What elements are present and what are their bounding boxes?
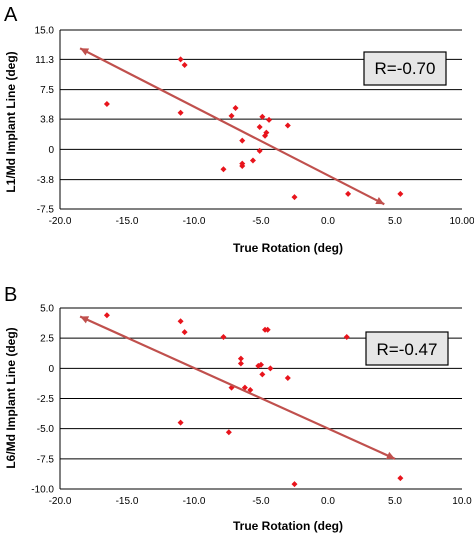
panel-b-y-tick-label: -10.0: [31, 485, 54, 496]
panel-a-data-point: [103, 100, 110, 107]
panel-a-y-tick-label: -3.8: [37, 175, 55, 186]
panel-a-x-tick-label: -20.0: [49, 216, 72, 227]
panel-b-data-point: [267, 365, 274, 372]
panel-b-data-point: [258, 361, 264, 368]
panel-b-y-ticks: 5.0 2.5 0 -2.5 -5.0 -7.5 -10.0: [31, 304, 54, 496]
panel-a-x-tick-label: 0.0: [321, 216, 335, 227]
panel-a-data-point: [249, 157, 256, 164]
panel-b-data-point: [397, 475, 404, 482]
panel-b-letter: B: [4, 284, 17, 306]
panel-b-data-point: [259, 371, 266, 378]
panel-b-x-ticks: -20.0 -15.0 -10.0 -5.0 0.0 5.0 10.0: [49, 496, 473, 507]
panel-b-x-tick-label: -5.0: [252, 496, 270, 507]
panel-a-data-point: [259, 113, 266, 120]
panel-b-trendline: [79, 315, 396, 460]
panel-a-data-point: [220, 166, 227, 173]
panel-a-data-point: [262, 132, 269, 139]
panel-a-data-point: [239, 163, 246, 170]
panel-b-trend-arrowhead-end: [386, 451, 395, 460]
panel-a-y-tick-label: -7.5: [37, 205, 55, 216]
panel-b-y-tick-label: 5.0: [40, 304, 54, 315]
panel-b-data-point: [237, 355, 244, 362]
panel-a-data-point: [228, 112, 235, 119]
panel-a-data-point: [239, 137, 246, 144]
panel-b-data-point: [225, 429, 232, 436]
panel-a-data-point: [181, 62, 188, 69]
panel-a-y-tick-label: 7.5: [40, 85, 54, 96]
panel-b-x-axis-title: True Rotation (deg): [233, 519, 343, 533]
panel-a-y-tick-label: 0: [48, 145, 54, 156]
panel-b-x-tick-label: -20.0: [49, 496, 72, 507]
panel-a-data-point: [256, 124, 263, 131]
panel-b-x-tick-label: 10.0: [452, 496, 472, 507]
panel-b-points: [103, 312, 404, 488]
panel-a-data-point: [266, 116, 273, 123]
panel-a-trendline: [79, 47, 385, 206]
panel-a-y-tick-label: 11.3: [35, 55, 54, 66]
panel-b-data-point: [103, 312, 110, 319]
panel-b-data-point: [177, 318, 184, 325]
panel-a-x-tick-label: -15.0: [116, 216, 139, 227]
panel-a-data-point: [232, 104, 239, 111]
panel-b-x-tick-label: 5.0: [388, 496, 402, 507]
panel-a-points: [103, 56, 404, 201]
panel-a-x-tick-label: 5.0: [388, 216, 402, 227]
panel-b-data-point: [237, 360, 244, 367]
panel-a: A 15.0 11.3 7.5 3.8 0 -3.8 -7.5 -20.0 -15.0 -10.…: [4, 4, 474, 255]
panel-b-y-axis-title: L6/Md Implant Line (deg): [4, 327, 18, 468]
panel-b-data-point: [343, 333, 350, 340]
panel-a-data-point: [291, 194, 298, 201]
panel-b-r-box: [365, 331, 449, 366]
panel-b-y-tick-label: 0: [48, 364, 54, 375]
panel-b-y-tick-label: -7.5: [37, 454, 55, 465]
panel-a-data-point: [177, 109, 184, 116]
panel-a-y-ticks: 15.0 11.3 7.5 3.8 0 -3.8 -7.5: [35, 26, 55, 216]
panel-b-data-point: [177, 419, 184, 426]
panel-b-data-point: [291, 481, 298, 488]
panel-b-data-point: [284, 374, 291, 381]
panel-b-data-point: [264, 326, 271, 333]
panel-a-x-tick-label: -5.0: [252, 216, 270, 227]
panel-a-x-ticks: -20.0 -15.0 -10.0 -5.0 0.0 5.0 10.00: [49, 216, 474, 227]
panel-b-x-tick-label: 0.0: [321, 496, 335, 507]
panel-b-y-tick-label: 2.5: [40, 334, 54, 345]
panel-a-x-tick-label: 10.00: [449, 216, 474, 227]
panel-b-x-tick-label: -15.0: [116, 496, 139, 507]
panel-a-trend-arrowhead-start: [80, 48, 90, 56]
panel-a-r-box: [363, 51, 447, 86]
panel-a-y-axis-title: L1/Md Implant Line (deg): [4, 51, 18, 192]
panel-a-trend-arrowhead-end: [375, 197, 385, 205]
panel-a-data-point: [177, 56, 184, 63]
panel-a-r-value: R=-0.70: [375, 59, 436, 78]
panel-b-y-tick-label: -5.0: [37, 424, 55, 435]
panel-b-y-tick-label: -2.5: [37, 394, 55, 405]
panel-b-trend-arrowhead-start: [80, 316, 90, 324]
panel-b: B 5.0 2.5 0 -2.5 -5.0 -7.5 -10.0 -20.0 -15.0 -10…: [4, 284, 472, 533]
panel-b-data-point: [220, 333, 227, 340]
panel-a-data-point: [284, 122, 291, 129]
panel-a-data-point: [256, 147, 263, 154]
panel-a-trend-line: [79, 47, 385, 206]
panel-b-trend-line: [79, 315, 396, 460]
panel-b-x-tick-label: -10.0: [183, 496, 206, 507]
panel-b-r-value: R=-0.47: [377, 340, 438, 359]
panel-a-data-point: [397, 190, 404, 197]
panel-a-y-tick-label: 3.8: [40, 115, 54, 126]
panel-a-x-tick-label: -10.0: [183, 216, 206, 227]
panel-a-y-tick-label: 15.0: [35, 26, 55, 37]
panel-b-data-point: [181, 329, 188, 336]
panel-a-x-axis-title: True Rotation (deg): [233, 241, 343, 255]
panel-a-letter: A: [4, 4, 18, 26]
panel-a-data-point: [345, 190, 352, 197]
